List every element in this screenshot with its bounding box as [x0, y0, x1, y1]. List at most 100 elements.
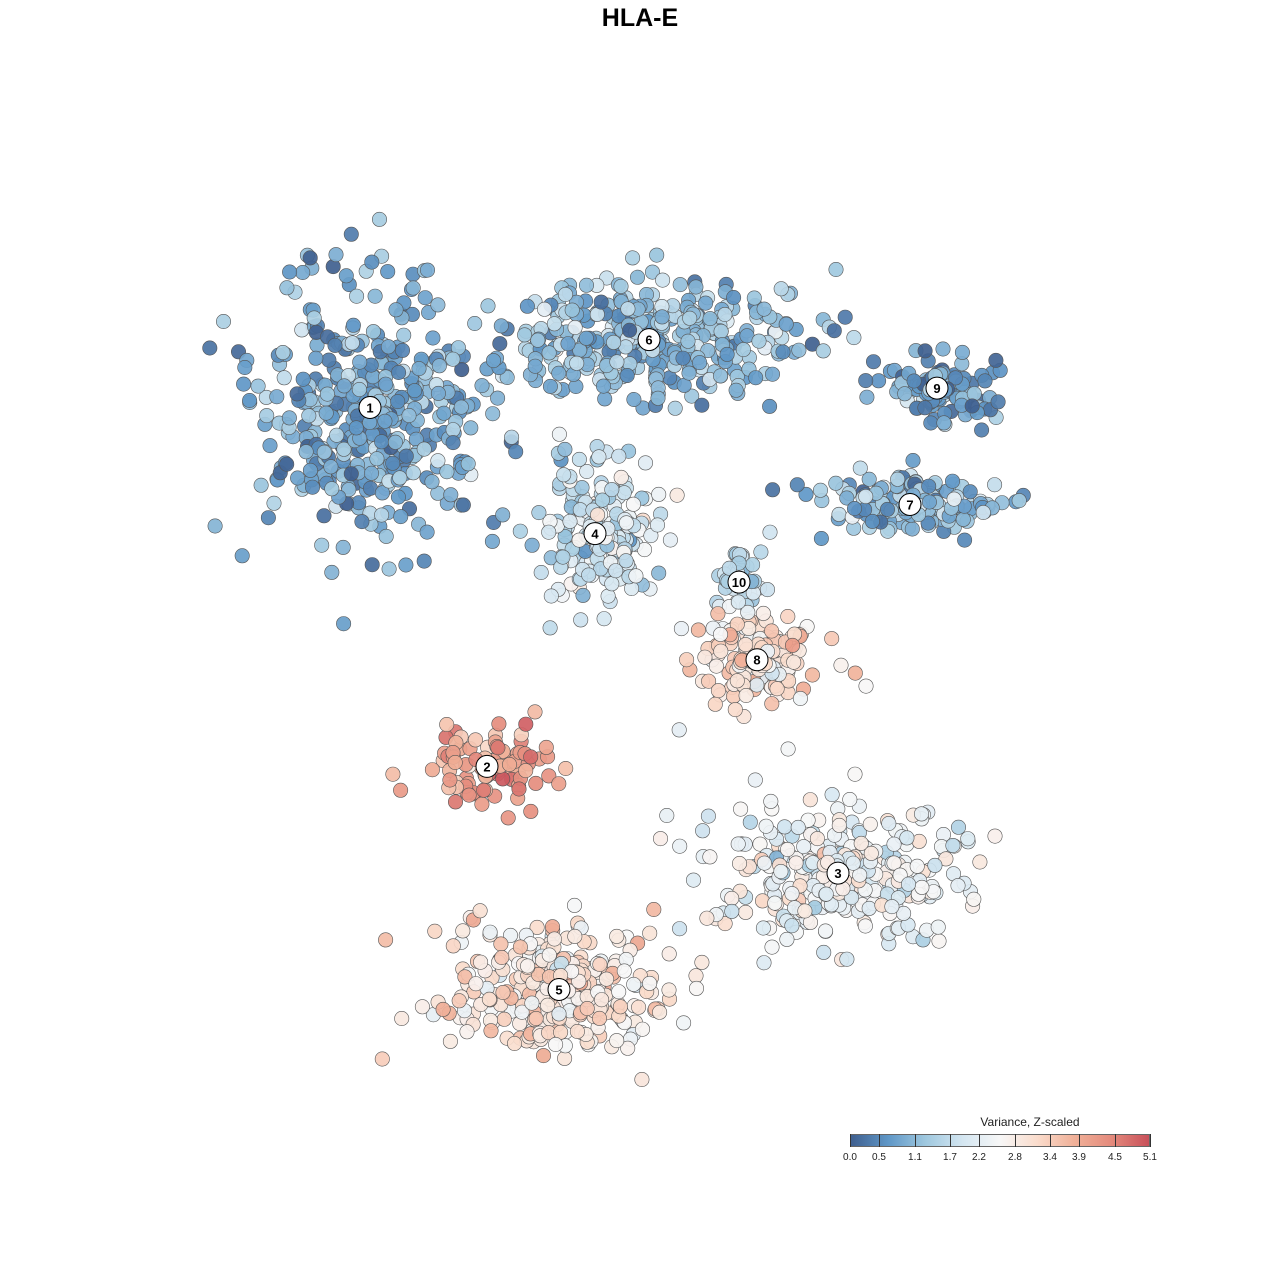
scatter-point: [327, 337, 343, 353]
svg-text:8: 8: [753, 653, 760, 668]
scatter-point: [556, 467, 572, 483]
scatter-point: [753, 544, 769, 560]
scatter-point: [884, 899, 900, 915]
scatter-point: [524, 537, 540, 553]
legend-tick-label: 2.8: [1008, 1152, 1022, 1163]
scatter-point: [394, 342, 410, 358]
scatter-point: [745, 557, 761, 573]
scatter-point: [419, 524, 435, 540]
chart-title: HLA-E: [601, 4, 679, 32]
scatter-point: [528, 1010, 544, 1026]
scatter-point: [780, 608, 796, 624]
scatter-point: [506, 1036, 522, 1052]
scatter-point: [707, 696, 723, 712]
scatter-point: [520, 958, 536, 974]
cluster-label-1: 1: [358, 396, 382, 419]
scatter-point: [551, 776, 567, 792]
scatter-point: [542, 378, 558, 394]
scatter-point: [393, 509, 409, 525]
scatter-point: [354, 514, 370, 530]
scatter-point: [688, 980, 704, 996]
scatter-point: [857, 918, 873, 934]
scatter-point: [202, 340, 218, 356]
scatter-point: [294, 322, 310, 338]
scatter-point: [541, 524, 557, 540]
scatter-point: [626, 391, 642, 407]
scatter-point: [417, 290, 433, 306]
scatter-point: [694, 954, 710, 970]
scatter-point: [847, 665, 863, 681]
scatter-point: [789, 477, 805, 493]
scatter-point: [468, 976, 484, 992]
scatter-point: [579, 1000, 595, 1016]
scatter-point: [237, 359, 253, 375]
scatter-point: [713, 643, 729, 659]
scatter-point: [858, 678, 874, 694]
scatter-point: [343, 226, 359, 242]
scatter-point: [790, 819, 806, 835]
scatter-point: [673, 621, 689, 637]
scatter-point: [629, 269, 645, 285]
scatter-point: [575, 587, 591, 603]
scatter-point: [319, 386, 335, 402]
scatter-point: [398, 448, 414, 464]
scatter-point: [512, 939, 528, 955]
scatter-point: [298, 444, 314, 460]
scatter-point: [424, 474, 440, 490]
scatter-point: [523, 803, 539, 819]
scatter-point: [904, 521, 920, 537]
scatter-point: [927, 857, 943, 873]
scatter-point: [833, 657, 849, 673]
scatter-point: [416, 441, 432, 457]
scatter-point: [634, 1021, 650, 1037]
scatter-point: [364, 254, 380, 270]
scatter-point: [792, 690, 808, 706]
scatter-point: [501, 756, 517, 772]
scatter-point: [279, 456, 295, 472]
scatter-point: [371, 211, 387, 227]
scatter-point: [839, 951, 855, 967]
scatter-point: [378, 376, 394, 392]
cluster-label-9: 9: [925, 376, 949, 400]
scatter-point: [637, 455, 653, 471]
legend-tick-mark: [950, 1134, 951, 1147]
scatter-point: [527, 358, 543, 374]
scatter-point: [649, 247, 665, 263]
scatter-point: [324, 481, 340, 497]
scatter-point: [865, 354, 881, 370]
scatter-point: [945, 837, 961, 853]
scatter-point: [620, 1040, 636, 1056]
scatter-point: [540, 997, 556, 1013]
scatter-point: [363, 465, 379, 481]
scatter-point: [302, 462, 318, 478]
scatter-point: [837, 309, 853, 325]
scatter-point: [279, 280, 295, 296]
scatter-point: [318, 405, 334, 421]
scatter-point: [896, 905, 912, 921]
legend-title: Variance, Z-scaled: [980, 1115, 1080, 1129]
scatter-point: [935, 341, 951, 357]
scatter-point: [546, 931, 562, 947]
scatter-point: [944, 473, 960, 489]
scatter-point: [378, 528, 394, 544]
scatter-point: [512, 523, 528, 539]
scatter-point: [611, 448, 627, 464]
scatter-point: [659, 807, 675, 823]
scatter-point: [712, 368, 728, 384]
scatter-point: [780, 741, 796, 757]
scatter-point: [457, 969, 473, 985]
scatter-point: [738, 904, 754, 920]
scatter-point: [618, 515, 634, 531]
points-layer: [202, 211, 1031, 1088]
scatter-point: [700, 808, 716, 824]
scatter-point: [374, 434, 390, 450]
scatter-point: [786, 654, 802, 670]
scatter-point: [752, 836, 768, 852]
scatter-point: [966, 386, 982, 402]
scatter-point: [763, 793, 779, 809]
scatter-point: [950, 878, 966, 894]
scatter-point: [242, 392, 258, 408]
scatter-point: [495, 507, 511, 523]
scatter-point: [524, 995, 540, 1011]
scatter-point: [567, 319, 583, 335]
